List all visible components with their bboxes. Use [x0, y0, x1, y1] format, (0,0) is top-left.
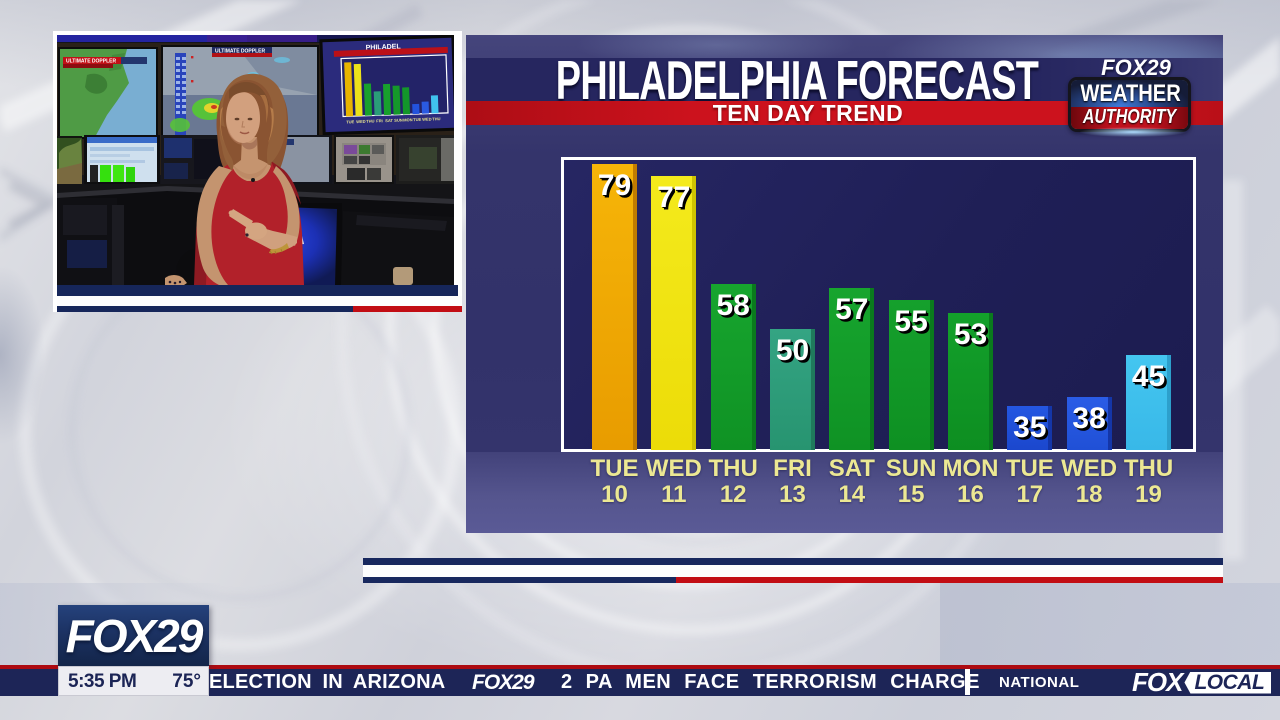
- svg-text:SUN: SUN: [394, 117, 403, 122]
- svg-text:ULTIMATE DOPPLER: ULTIMATE DOPPLER: [66, 59, 116, 65]
- svg-text:THU: THU: [366, 118, 375, 123]
- svg-text:WED: WED: [356, 119, 366, 124]
- svg-text:WED: WED: [422, 116, 432, 121]
- svg-text:MON: MON: [403, 117, 413, 122]
- svg-text:TUE: TUE: [346, 119, 355, 124]
- svg-text:THU: THU: [432, 116, 441, 121]
- svg-text:PHILADEL: PHILADEL: [366, 43, 402, 51]
- svg-text:TUE: TUE: [413, 117, 422, 122]
- svg-text:ULTIMATE DOPPLER: ULTIMATE DOPPLER: [215, 49, 265, 55]
- svg-text:SAT: SAT: [385, 118, 393, 123]
- svg-text:FRI: FRI: [376, 118, 383, 123]
